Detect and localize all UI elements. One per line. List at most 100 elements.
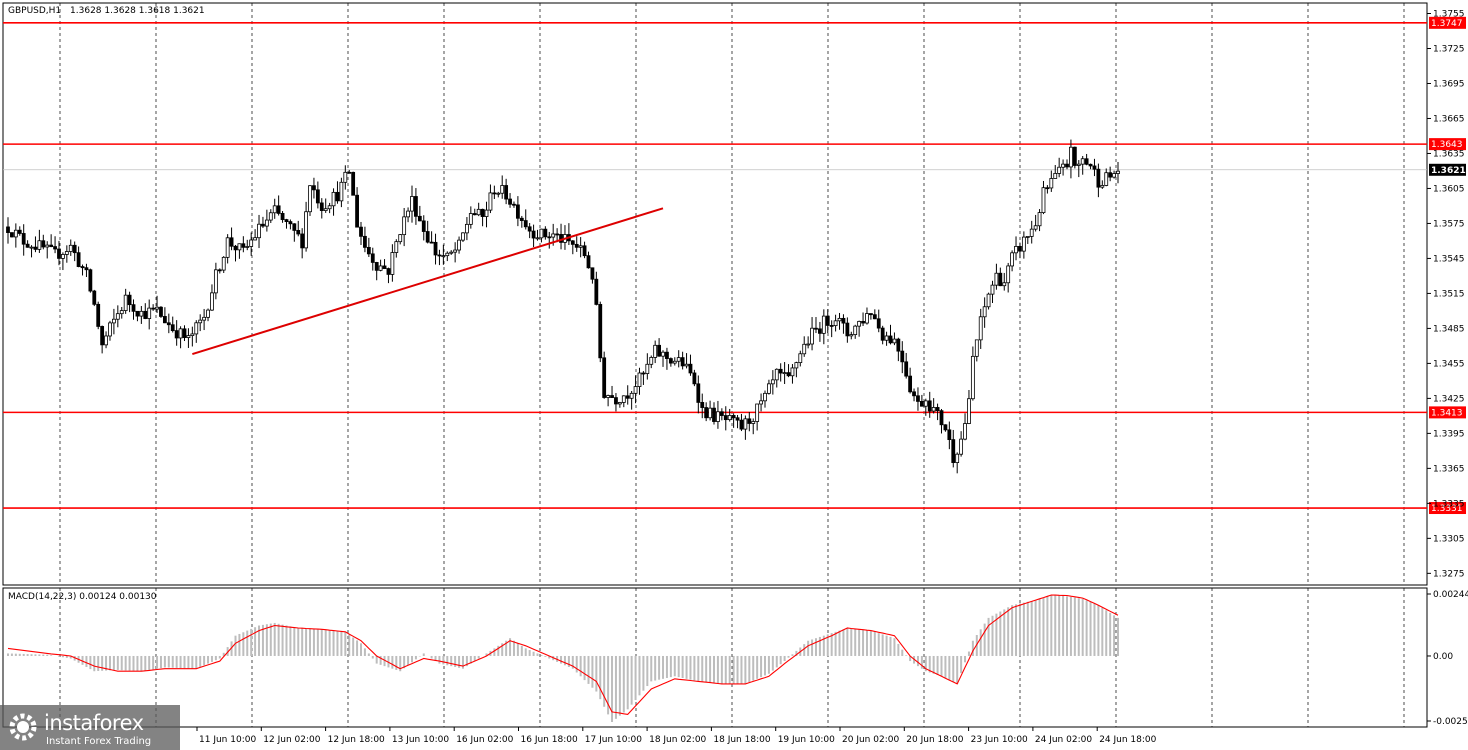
trendline: [192, 207, 664, 356]
candle-body: [327, 205, 332, 210]
x-tick-label: 17 Jun 10:00: [585, 735, 642, 745]
candle-body: [319, 202, 324, 211]
x-tick-label: 18 Jun 18:00: [713, 735, 770, 745]
candle-body: [519, 217, 524, 221]
candle-body: [155, 306, 159, 310]
candle-body: [429, 241, 434, 244]
candle-body: [233, 245, 238, 251]
y-tick-label: 1.3425: [1433, 394, 1465, 404]
candle-body: [833, 320, 838, 327]
y-tick-label: 1.3365: [1433, 464, 1465, 474]
candle-body: [668, 358, 673, 364]
candle-body: [147, 307, 152, 319]
candle-body: [1021, 236, 1026, 252]
candle-body: [288, 221, 293, 225]
gear-logo-icon: [9, 713, 37, 741]
candle-body: [1006, 265, 1011, 284]
candle-body: [755, 403, 760, 422]
candle-body: [37, 240, 42, 250]
candle-body: [876, 318, 881, 329]
logo-tagline: Instant Forex Trading: [46, 736, 152, 747]
current-price-label: 1.3621: [1431, 166, 1466, 176]
candle-body: [837, 317, 842, 322]
x-tick-label: 23 Jun 10:00: [971, 735, 1028, 745]
candle-body: [421, 220, 426, 232]
candle-body: [480, 208, 485, 217]
candle-body: [535, 237, 540, 240]
x-tick-label: 19 Jun 10:00: [778, 735, 835, 745]
candle-body: [818, 328, 822, 334]
y-tick-label: 1.3695: [1433, 79, 1465, 89]
candle-body: [547, 236, 552, 239]
candle-body: [1025, 236, 1030, 238]
y-tick-label: 1.3335: [1433, 499, 1465, 509]
candle-body: [174, 330, 179, 339]
candle-body: [802, 343, 807, 355]
x-tick-label: 12 Jun 18:00: [328, 735, 385, 745]
candle-body: [884, 335, 889, 341]
candle-body: [123, 294, 128, 311]
candle-body: [625, 395, 630, 399]
candle-body: [508, 198, 512, 205]
candle-body: [814, 327, 818, 330]
candle-body: [284, 219, 289, 223]
candle-body: [210, 292, 214, 311]
candle-body: [119, 310, 124, 315]
candle-body: [72, 244, 77, 254]
candle-body: [382, 265, 387, 269]
candle-body: [1057, 166, 1062, 174]
candle-body: [531, 230, 536, 239]
candle-body: [276, 205, 281, 214]
candle-body: [617, 402, 622, 405]
candle-body: [229, 237, 234, 247]
y-tick-label: 1.3665: [1433, 114, 1465, 124]
candle-body: [21, 233, 26, 245]
level-lines: 1.3747 1.3643 1.3413 1.3331 1.3621: [3, 16, 1466, 515]
candle-body: [900, 350, 905, 363]
candle-body: [49, 244, 54, 247]
candle-body: [606, 395, 611, 398]
header-ohlc: GBPUSD,H1 1.3628 1.3628 1.3618 1.3621: [8, 6, 205, 16]
candle-body: [1080, 158, 1085, 165]
candle-body: [700, 402, 705, 408]
candle-body: [978, 316, 983, 341]
candle-body: [825, 315, 830, 326]
candle-body: [398, 234, 403, 243]
candle-body: [190, 333, 195, 337]
candle-body: [139, 310, 144, 317]
candle-body: [916, 395, 920, 402]
candle-body: [245, 246, 250, 248]
candle-body: [323, 208, 328, 211]
y-tick-label: 1.3545: [1433, 254, 1465, 264]
header-symbol: GBPUSD,H1: [8, 6, 61, 16]
candle-body: [821, 315, 826, 334]
candle-body: [747, 418, 752, 424]
instaforex-logo: instaforex Instant Forex Trading: [0, 705, 180, 750]
y-tick-label: 1.3725: [1433, 44, 1465, 54]
candle-body: [68, 244, 73, 252]
candle-body: [465, 223, 469, 234]
candle-body: [96, 303, 101, 327]
candle-body: [264, 219, 269, 227]
candle-body: [484, 209, 489, 217]
candle-body: [1112, 173, 1116, 178]
x-tick-label: 20 Jun 02:00: [842, 735, 899, 745]
price-panel: [2, 2, 1428, 586]
candle-body: [76, 252, 81, 267]
candle-body: [1029, 228, 1034, 237]
candle-body: [57, 248, 61, 259]
level-label: 1.3331: [1431, 504, 1463, 514]
candle-body: [982, 306, 987, 318]
x-tick-label: 24 Jun 18:00: [1099, 735, 1156, 745]
candle-body: [523, 220, 528, 228]
candle-body: [786, 372, 791, 377]
candle-body: [770, 379, 775, 385]
candle-body: [1076, 163, 1081, 166]
candle-body: [249, 239, 254, 247]
candle-body: [347, 171, 352, 174]
candle-body: [849, 334, 854, 337]
candle-body: [1072, 146, 1077, 166]
candle-body: [217, 269, 222, 272]
candle-body: [492, 192, 497, 195]
